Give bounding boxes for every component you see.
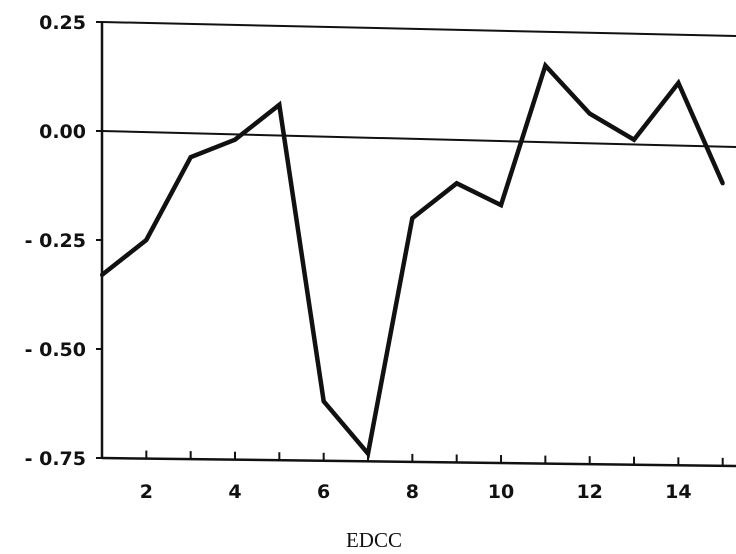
x-tick-label: 4: [228, 481, 241, 503]
data-point: [676, 81, 681, 86]
data-series-line: [100, 61, 725, 459]
y-tick-label: - 0.50: [25, 339, 86, 361]
plot-top-border: [101, 21, 736, 37]
data-point: [321, 399, 326, 404]
data-point: [587, 111, 592, 116]
data-point: [499, 203, 504, 208]
data-point: [188, 155, 193, 160]
y-tick-label: - 0.25: [25, 230, 86, 252]
x-tick-label: 14: [665, 481, 691, 503]
x-tick-label: 2: [140, 481, 153, 503]
y-tick-label: 0.25: [39, 12, 86, 34]
x-tick-label: 12: [576, 481, 602, 503]
series: [100, 61, 725, 459]
data-point: [632, 137, 637, 142]
x-tick-label: 8: [406, 481, 419, 503]
data-point: [410, 216, 415, 221]
y-tick-label: 0.00: [39, 121, 86, 143]
data-point: [454, 181, 459, 186]
ticks: [96, 21, 724, 466]
data-point: [277, 102, 282, 107]
zero-reference-line: [101, 130, 736, 148]
axes: [100, 21, 736, 468]
data-point: [100, 272, 104, 277]
data-point: [543, 63, 548, 68]
x-axis-title: EDCC: [346, 528, 402, 552]
data-point: [366, 451, 371, 456]
tick-labels: 0.25 0.00 - 0.25 - 0.50 - 0.75 2 4 6 8 10 12 14: [25, 12, 692, 503]
x-tick-label: 6: [317, 481, 330, 503]
data-point: [144, 238, 149, 242]
y-tick-label: - 0.75: [25, 448, 86, 470]
x-tick-label: 10: [488, 481, 514, 503]
data-point: [720, 181, 725, 186]
data-point: [233, 137, 238, 142]
x-axis-line: [101, 456, 736, 468]
